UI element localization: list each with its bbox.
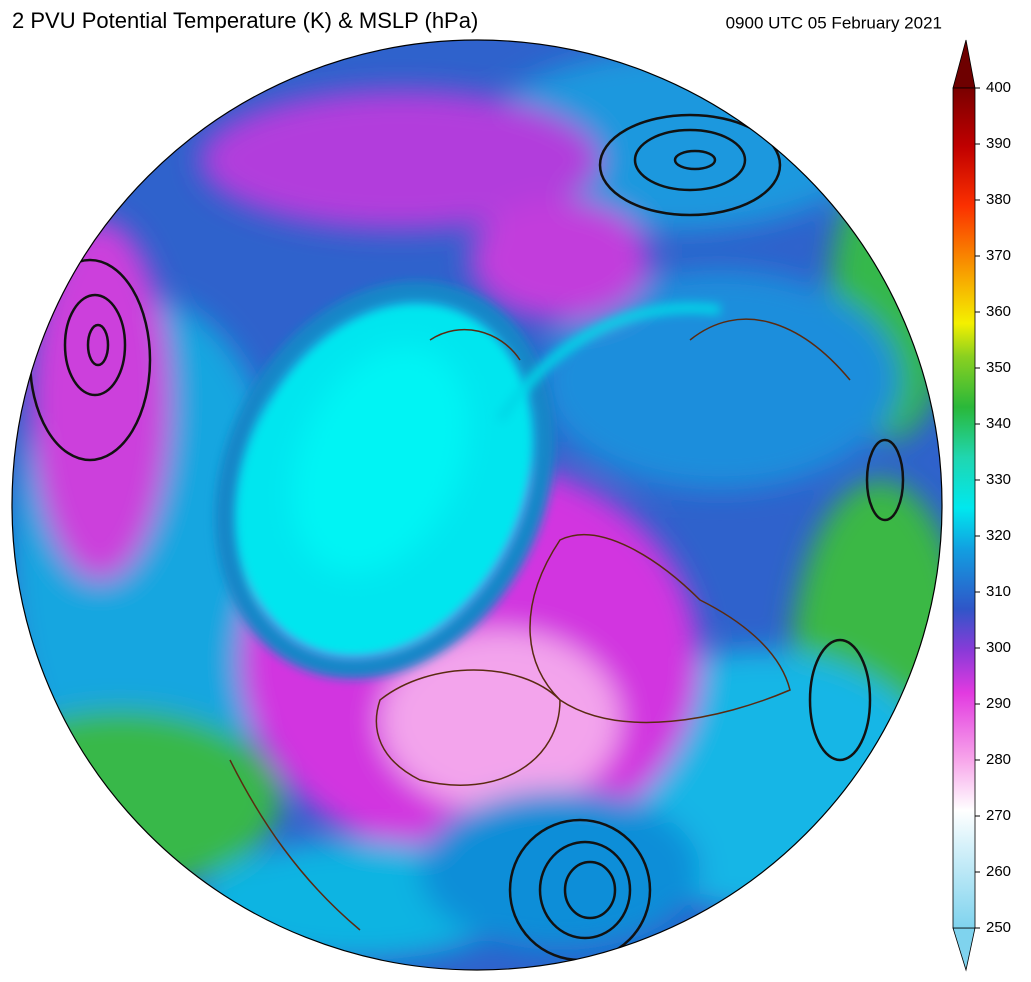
colorbar-bar [952,87,976,929]
colorbar-tick-label: 340 [986,415,1011,432]
colorbar-tick-label: 310 [986,583,1011,600]
colorbar-tick-label: 320 [986,527,1011,544]
valid-time: 0900 UTC 05 February 2021 [726,13,942,32]
map [12,40,942,970]
colorbar-extend-min [952,927,976,972]
colorbar-tick-label: 330 [986,471,1011,488]
colorbar-extend-max [952,39,976,89]
colorbar-tick-label: 280 [986,751,1011,768]
colorbar-tick-label: 390 [986,135,1011,152]
colorbar-tick-label: 300 [986,639,1011,656]
colorbar-tick-label: 270 [986,807,1011,824]
colorbar [952,39,976,972]
map-title: 2 PVU Potential Temperature (K) & MSLP (… [12,8,478,33]
colorbar-tick-label: 250 [986,919,1011,936]
map-boundary [11,39,943,971]
colorbar-tick-label: 380 [986,191,1011,208]
colorbar-tick-label: 360 [986,303,1011,320]
colorbar-tick-label: 400 [986,79,1011,96]
colorbar-tick-label: 350 [986,359,1011,376]
colorbar-tick-label: 290 [986,695,1011,712]
colorbar-tick-label: 260 [986,863,1011,880]
colorbar-tick-label: 370 [986,247,1011,264]
